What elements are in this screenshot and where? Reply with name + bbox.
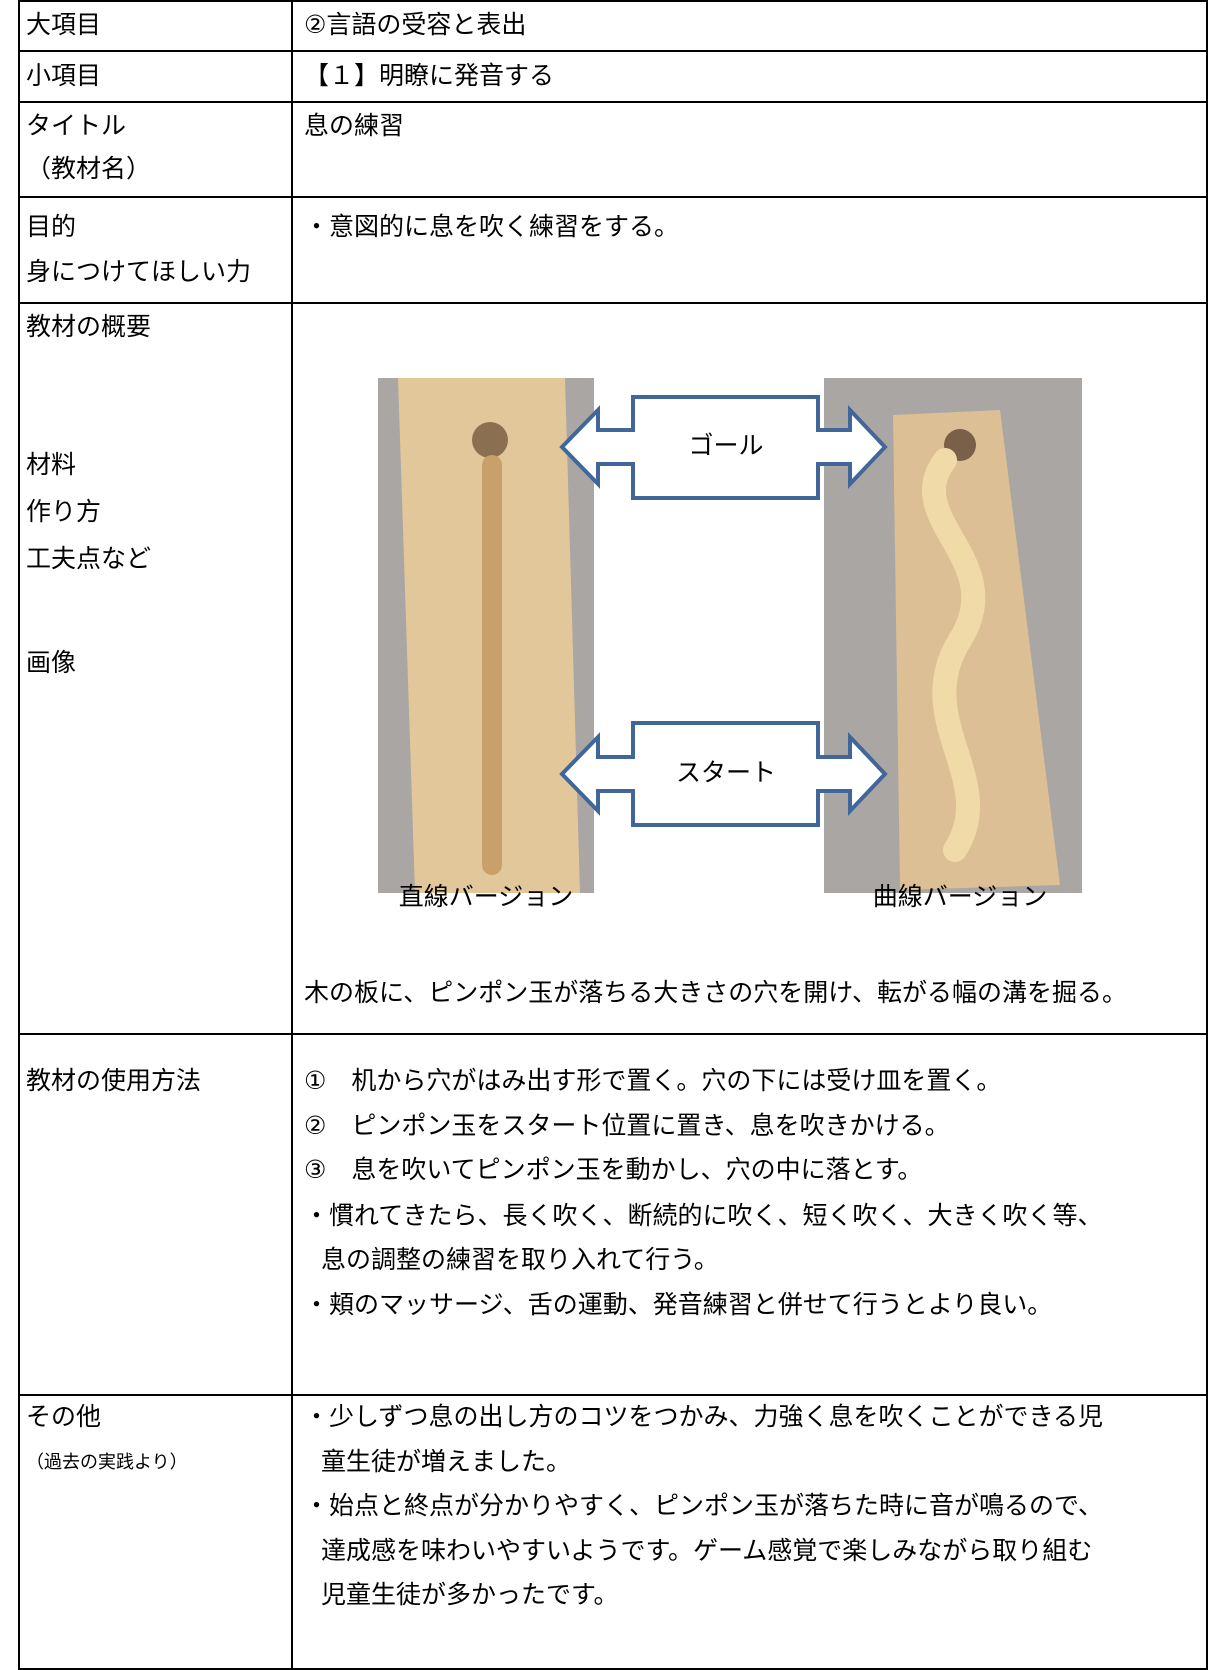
arrows [559,395,888,827]
cell-text: ① 机から穴がはみ出す形で置く。穴の下には受け皿を置く。 [304,1066,1001,1095]
cell-text: ②言語の受容と表出 [304,10,526,39]
cell-text: 達成感を味わいやすいようです。ゲーム感覚で楽しみながら取り組む [321,1536,1092,1565]
cell-text: ・始点と終点が分かりやすく、ピンポン玉が落ちた時に音が鳴るので、 [304,1491,1103,1520]
cell-text: 息の調整の練習を取り入れて行う。 [321,1245,719,1274]
cell-text: ② ピンポン玉をスタート位置に置き、息を吹きかける。 [304,1111,950,1140]
row-label: 作り方 [26,497,101,526]
table-frame [18,0,1208,1670]
row-label: 画像 [26,648,76,677]
row-label: 小項目 [26,61,101,90]
cell-text: ・頬のマッサージ、舌の運動、発音練習と併せて行うとより良い。 [304,1290,1052,1319]
cell-text: 木の板に、ピンポン玉が落ちる大きさの穴を開け、転がる幅の溝を掘る。 [304,978,1127,1007]
row-label: 教材の使用方法 [26,1066,201,1095]
cell-text: ・慣れてきたら、長く吹く、断続的に吹く、短く吹く、大きく吹く等、 [304,1201,1103,1230]
cell-text: 児童生徒が多かったです。 [321,1580,619,1609]
caption: 曲線バージョン [873,882,1048,911]
caption: 直線バージョン [399,882,574,911]
row-label: 大項目 [26,10,101,39]
texts: ゴール スタート 直線バージョン 曲線バージョン 大項目 ②言語の受容と表出小項目… [26,10,1127,1609]
cell-text: ③ 息を吹いてピンポン玉を動かし、穴の中に落とす。 [304,1155,922,1184]
goal-arrow [559,395,888,500]
row-label: 目的 [26,212,76,241]
groove [921,448,986,862]
row-label: 材料 [26,450,76,479]
row-label: タイトル [26,111,126,140]
row-label: 工夫点など [26,544,151,573]
goal-label: ゴール [688,431,763,460]
hole [472,422,508,458]
row-label: （教材名） [26,154,151,183]
row-label: 身につけてほしい力 [26,257,251,286]
photo-straight [378,378,594,893]
cell-text: 童生徒が増えました。 [321,1447,571,1476]
row-label: 教材の概要 [26,312,151,341]
cell-text: 息の練習 [304,111,404,140]
start-label: スタート [676,758,776,787]
row-label: （過去の実践より） [26,1452,188,1473]
cell-text: ・意図的に息を吹く練習をする。 [304,212,679,241]
groove [482,455,502,875]
table-borders [18,0,1208,1670]
cell-text: 【１】明瞭に発音する [304,61,554,90]
start-arrow [559,721,888,827]
cell-text: ・少しずつ息の出し方のコツをつかみ、力強く息を吹くことができる児 [304,1402,1103,1431]
row-label: その他 [26,1402,101,1431]
